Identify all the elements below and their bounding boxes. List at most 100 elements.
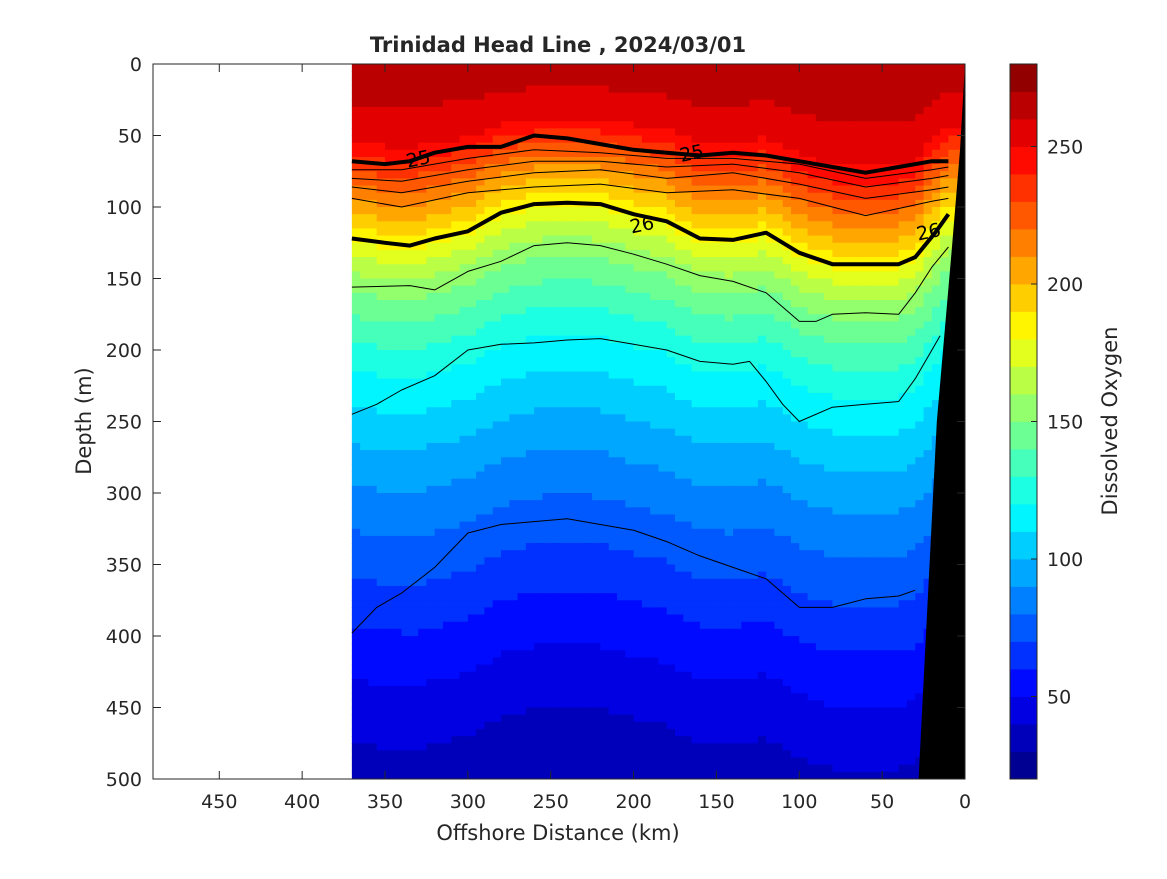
oxygen-cell (733, 342, 742, 351)
oxygen-cell (575, 357, 585, 365)
oxygen-cell (708, 307, 718, 315)
oxygen-cell (360, 228, 370, 237)
oxygen-cell (641, 464, 651, 473)
oxygen-cell (385, 378, 394, 387)
oxygen-cell (708, 199, 718, 208)
oxygen-cell (625, 207, 635, 215)
oxygen-cell (360, 185, 370, 194)
oxygen-cell (351, 636, 361, 644)
oxygen-cell (583, 736, 593, 744)
oxygen-cell (484, 335, 494, 344)
oxygen-cell (741, 285, 751, 294)
oxygen-cell (575, 743, 585, 751)
oxygen-cell (434, 543, 444, 551)
oxygen-cell (542, 514, 552, 523)
oxygen-cell (575, 650, 585, 659)
oxygen-cell (741, 450, 751, 458)
oxygen-cell (600, 771, 610, 779)
oxygen-cell (360, 614, 370, 623)
oxygen-cell (492, 650, 502, 659)
oxygen-cell (625, 457, 635, 465)
oxygen-cell (409, 128, 419, 137)
oxygen-cell (393, 435, 403, 444)
oxygen-cell (368, 371, 378, 380)
oxygen-cell (575, 235, 585, 244)
oxygen-cell (476, 71, 486, 79)
oxygen-cell (724, 643, 734, 651)
oxygen-cell (600, 92, 610, 101)
oxygen-cell (426, 585, 436, 594)
oxygen-cell (426, 278, 436, 287)
oxygen-cell (351, 650, 361, 659)
oxygen-cell (351, 321, 361, 330)
oxygen-cell (716, 335, 726, 344)
oxygen-cell (509, 757, 519, 766)
oxygen-cell (385, 750, 394, 759)
oxygen-cell (459, 728, 469, 737)
oxygen-cell (409, 85, 419, 94)
oxygen-cell (592, 257, 602, 265)
oxygen-cell (708, 650, 718, 659)
oxygen-cell (451, 128, 461, 137)
oxygen-cell (650, 149, 660, 158)
oxygen-cell (360, 242, 370, 251)
oxygen-cell (708, 550, 718, 558)
oxygen-cell (741, 464, 751, 473)
oxygen-cell (608, 478, 618, 487)
oxygen-cell (658, 514, 668, 523)
oxygen-cell (757, 114, 767, 122)
oxygen-cell (699, 78, 709, 87)
oxygen-cell (559, 242, 568, 251)
oxygen-cell (716, 378, 726, 387)
oxygen-cell (683, 678, 693, 687)
oxygen-cell (675, 521, 684, 530)
oxygen-cell (741, 500, 751, 508)
oxygen-cell (409, 235, 419, 244)
oxygen-cell (550, 121, 560, 129)
oxygen-cell (501, 621, 510, 630)
oxygen-cell (534, 278, 544, 287)
oxygen-cell (542, 493, 552, 501)
oxygen-cell (376, 435, 386, 444)
oxygen-cell (757, 571, 767, 580)
oxygen-cell (658, 757, 668, 766)
oxygen-cell (592, 614, 602, 623)
oxygen-cell (459, 321, 469, 330)
oxygen-cell (476, 314, 486, 322)
oxygen-cell (434, 628, 444, 637)
oxygen-cell (459, 99, 469, 108)
oxygen-cell (575, 564, 585, 573)
oxygen-cell (534, 764, 544, 773)
oxygen-cell (351, 571, 361, 580)
oxygen-cell (633, 414, 643, 423)
oxygen-cell (534, 64, 544, 72)
oxygen-cell (393, 750, 403, 759)
oxygen-cell (641, 507, 651, 516)
oxygen-cell (443, 164, 452, 172)
oxygen-cell (757, 350, 767, 358)
oxygen-cell (385, 614, 394, 623)
oxygen-cell (608, 442, 618, 451)
oxygen-cell (749, 571, 759, 580)
oxygen-cell (575, 707, 585, 716)
oxygen-cell (733, 764, 742, 773)
oxygen-cell (509, 199, 519, 208)
oxygen-cell (484, 493, 494, 501)
oxygen-cell (385, 743, 394, 751)
oxygen-cell (351, 686, 361, 694)
oxygen-cell (426, 71, 436, 79)
oxygen-cell (617, 650, 626, 659)
oxygen-cell (376, 421, 386, 430)
oxygen-cell (351, 164, 361, 172)
oxygen-cell (401, 478, 411, 487)
oxygen-cell (691, 357, 701, 365)
oxygen-cell (567, 442, 577, 451)
oxygen-cell (542, 736, 552, 744)
oxygen-cell (658, 571, 668, 580)
oxygen-cell (749, 514, 759, 523)
oxygen-cell (567, 693, 577, 701)
oxygen-cell (360, 643, 370, 651)
oxygen-cell (385, 421, 394, 430)
oxygen-cell (641, 571, 651, 580)
oxygen-cell (641, 550, 651, 558)
